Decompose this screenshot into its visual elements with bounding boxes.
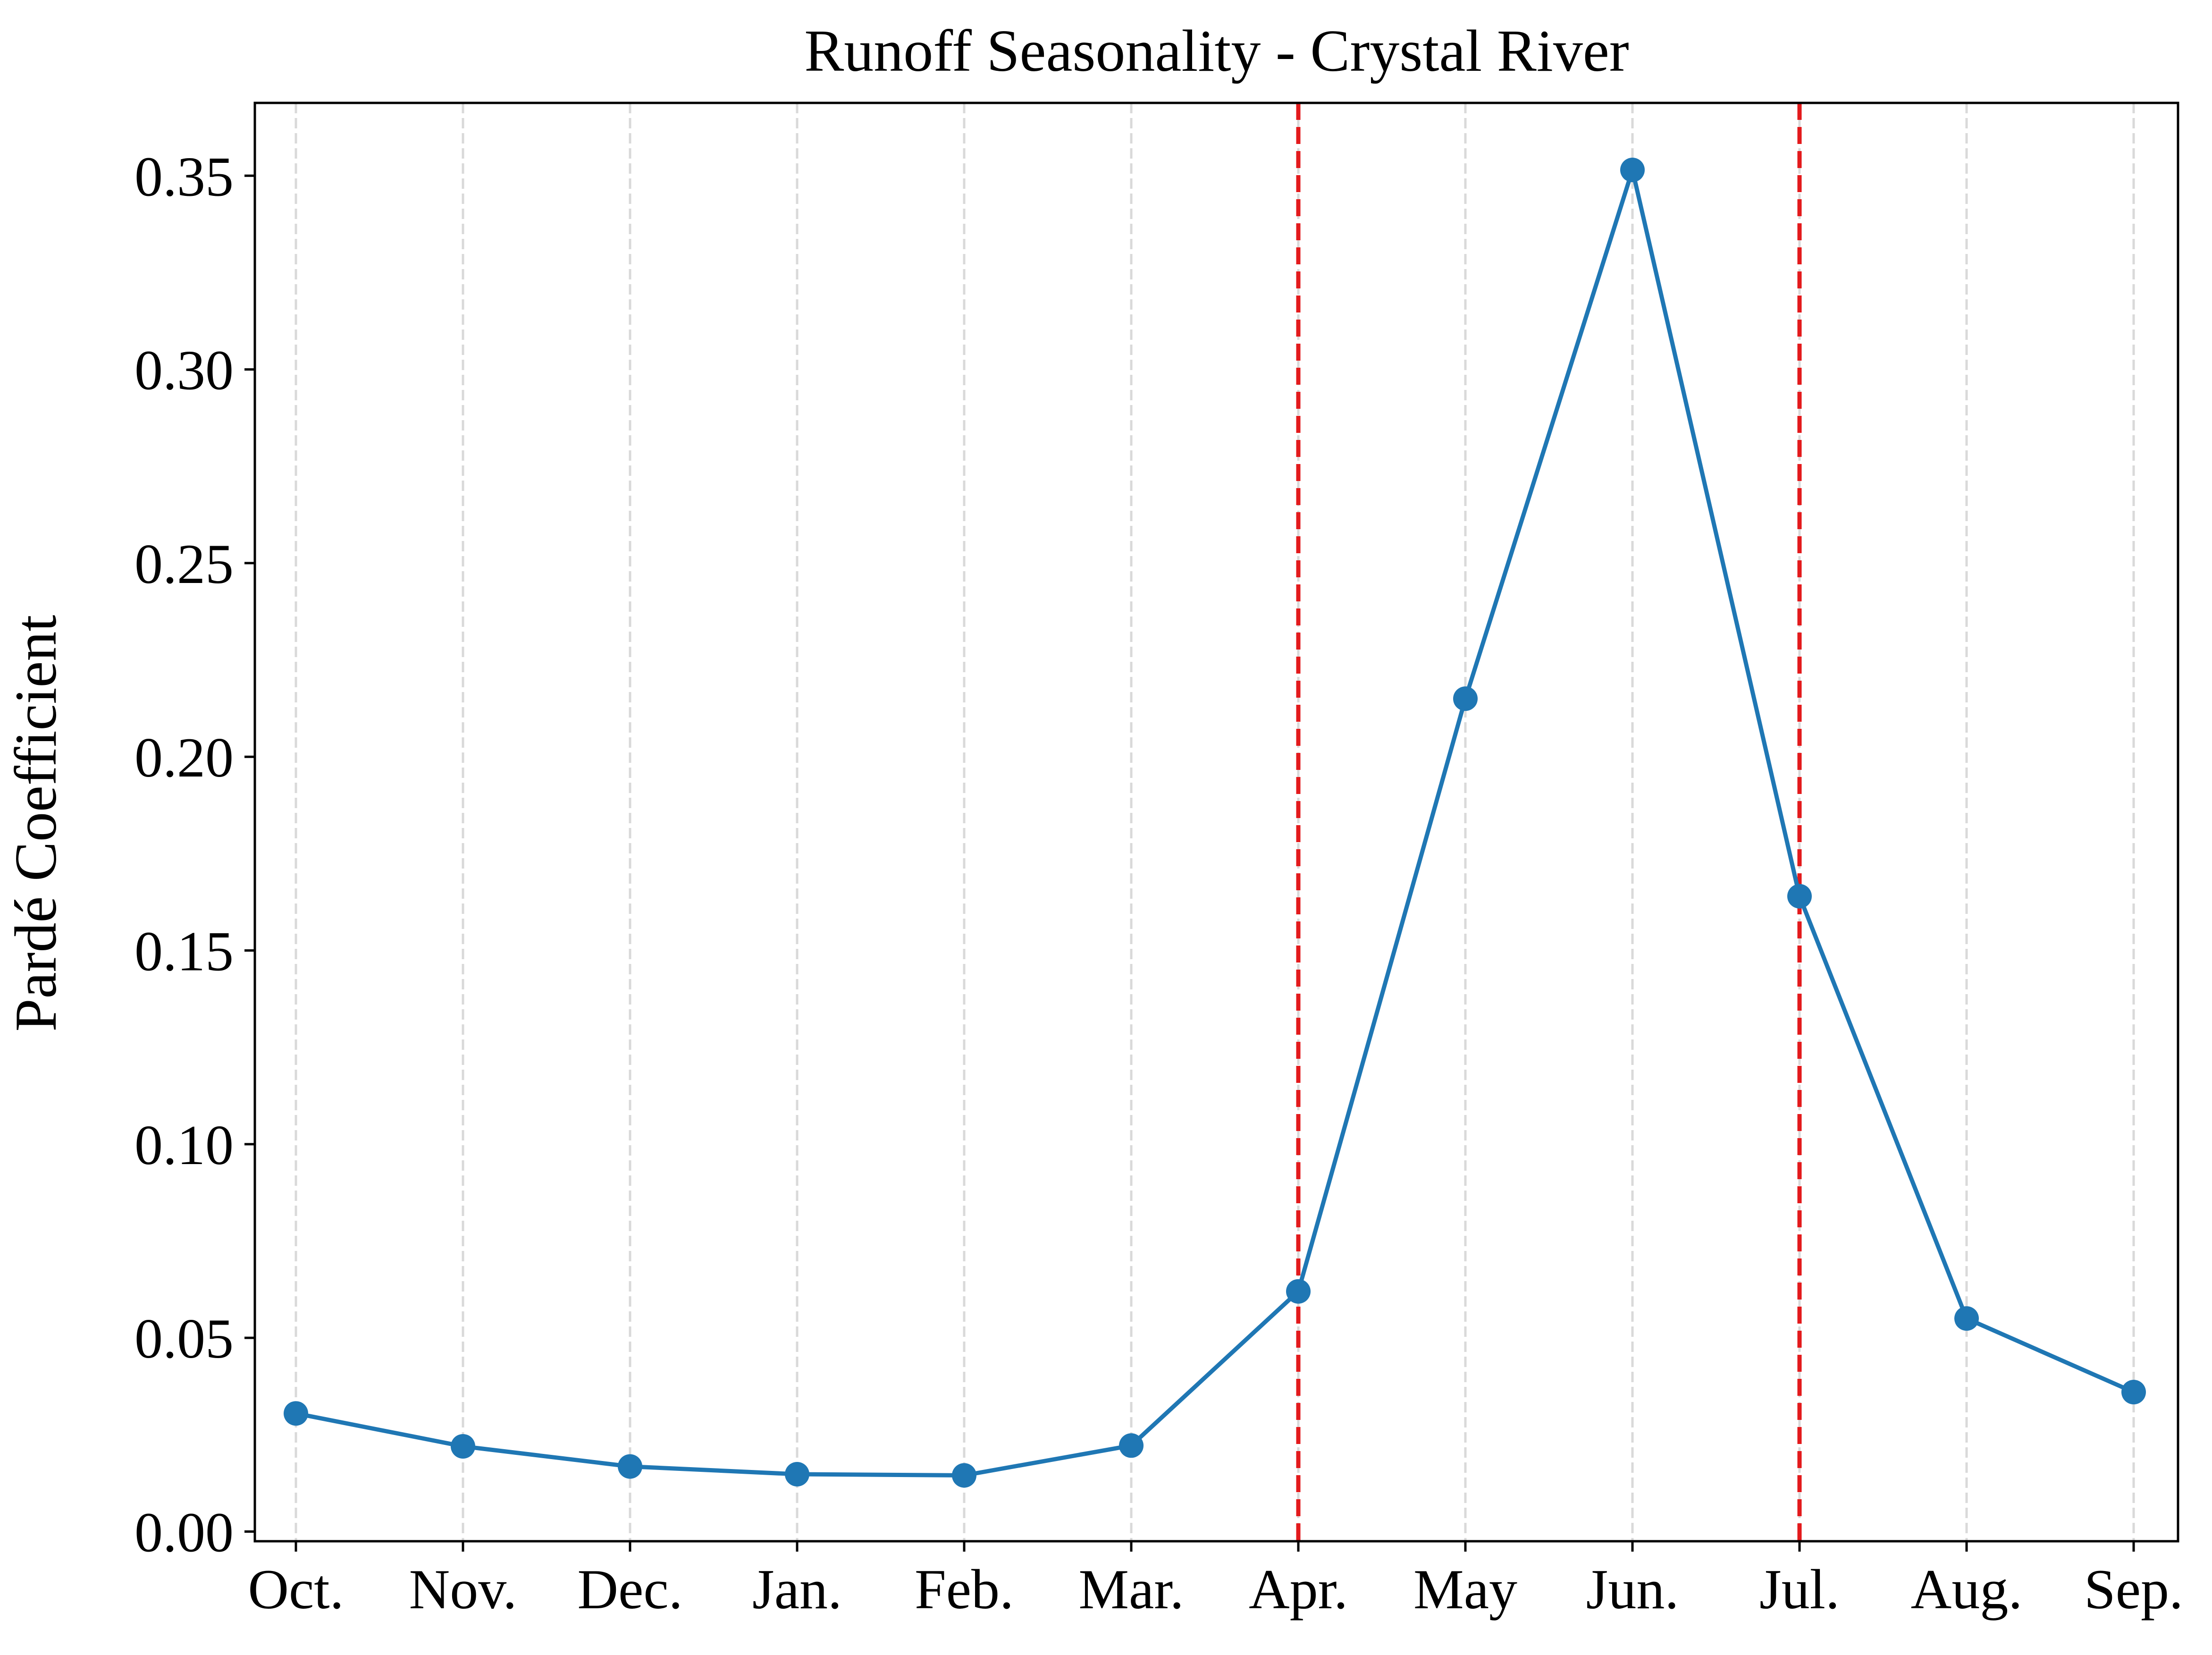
y-tick-label: 0.10 [135,1114,234,1176]
data-point [1787,884,1812,909]
data-point [2121,1380,2146,1405]
y-tick-label: 0.00 [135,1501,234,1563]
x-tick-label: Feb. [915,1558,1014,1621]
x-tick-label: Aug. [1911,1558,2023,1621]
y-tick-label: 0.30 [135,339,234,402]
y-tick-label: 0.25 [135,532,234,595]
reference-lines [1296,103,1802,1541]
x-tick-label: Sep. [2084,1558,2183,1621]
x-axis-ticks: Oct. Nov. Dec. Jan. Feb. Mar. Apr. May Jun. Jul. A… [248,1541,2183,1621]
plot-frame [253,101,2179,1543]
y-tick-label: 0.35 [135,145,234,208]
y-tick-label: 0.15 [135,920,234,983]
data-point [1286,1279,1311,1304]
x-tick-label: Dec. [577,1558,682,1621]
x-tick-label: Mar. [1078,1558,1184,1621]
data-point [1119,1433,1144,1458]
data-point [618,1454,642,1479]
y-tick-label: 0.05 [135,1307,234,1370]
x-tick-label: Nov. [409,1558,517,1621]
data-point [952,1463,976,1488]
data-point [451,1434,475,1459]
data-point [1453,686,1478,711]
x-tick-label: Apr. [1249,1558,1348,1621]
data-point [1954,1306,1979,1331]
data-point [1620,157,1645,182]
axes [253,101,2179,1543]
x-tick-label: Jul. [1759,1558,1840,1621]
x-tick-label: Jun. [1586,1558,1679,1621]
x-tick-label: May [1413,1558,1517,1621]
y-tick-label: 0.20 [135,726,234,789]
y-axis-ticks: 0.00 0.05 0.10 0.15 0.20 0.25 0.30 0.35 [135,145,255,1563]
x-tick-label: Jan. [752,1558,842,1621]
series-layer [284,157,2146,1488]
y-axis-label: Pardé Coefficient [3,615,69,1032]
data-point [284,1401,308,1426]
data-point [785,1462,809,1487]
chart-title: Runoff Seasonality - Crystal River [804,18,1629,84]
series-line [295,168,2135,1478]
x-tick-label: Oct. [248,1558,344,1621]
x-gridlines [294,103,2135,1541]
